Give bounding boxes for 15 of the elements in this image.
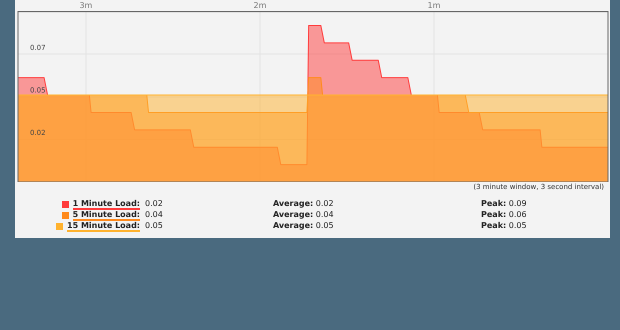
x-tick-label: 2m bbox=[253, 0, 267, 10]
text: 0.05 bbox=[145, 221, 163, 230]
x-tick-label: 3m bbox=[79, 0, 93, 10]
x-tick-label: 1m bbox=[428, 0, 441, 10]
text: Average: 0.04 bbox=[273, 210, 334, 219]
text: 0.04 bbox=[145, 210, 163, 219]
text: Peak: 0.06 bbox=[481, 210, 527, 219]
text: Average: 0.02 bbox=[273, 199, 334, 208]
text: Peak: 0.09 bbox=[481, 199, 527, 208]
legend-label: 1 Minute Load: bbox=[72, 199, 140, 208]
text: 0.02 bbox=[145, 199, 163, 208]
text: Peak: 0.05 bbox=[481, 221, 527, 230]
legend-label: 15 Minute Load: bbox=[67, 221, 140, 230]
text: Average: 0.05 bbox=[273, 221, 334, 230]
legend-label: 5 Minute Load: bbox=[72, 210, 140, 219]
